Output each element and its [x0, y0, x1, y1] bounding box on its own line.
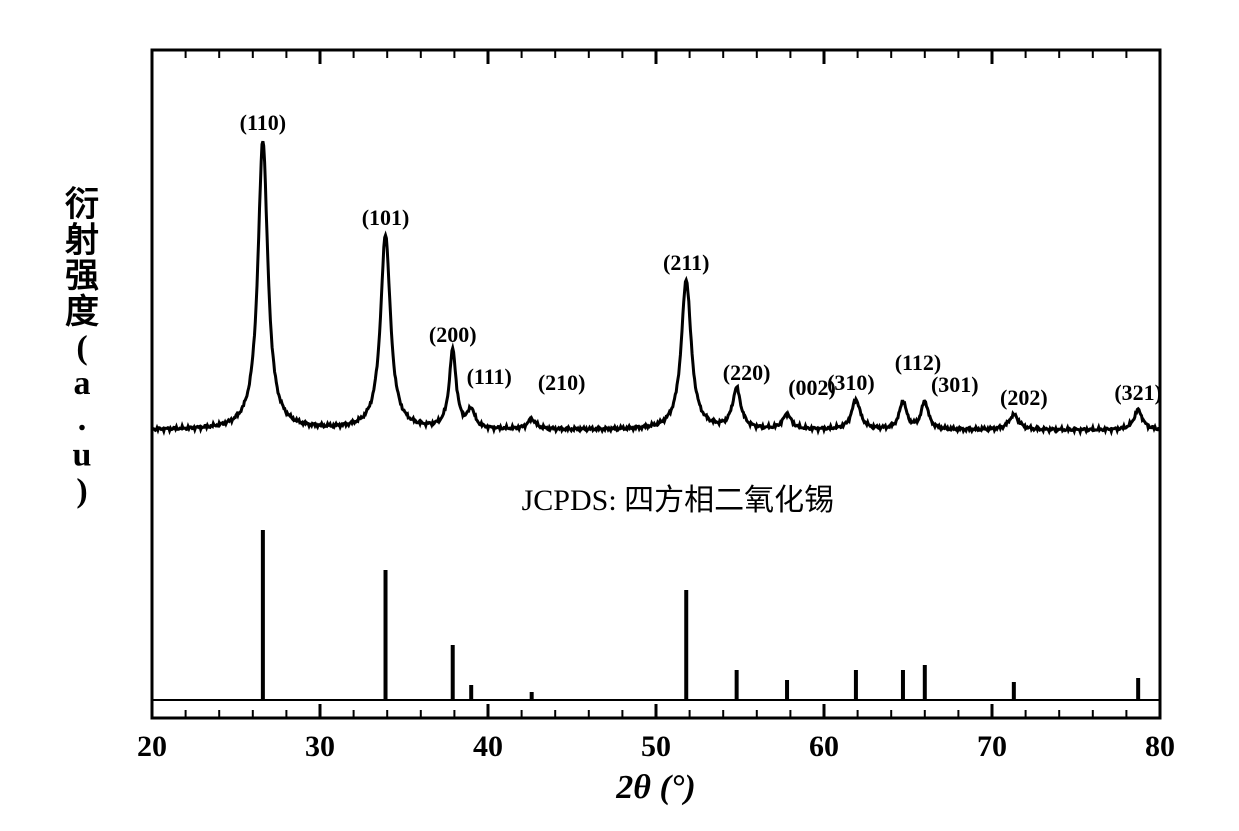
- peak-label: (110): [240, 110, 286, 135]
- peak-label: (310): [827, 370, 875, 395]
- x-tick-label: 50: [641, 730, 671, 763]
- peak-label: (321): [1114, 380, 1162, 405]
- peak-label: (301): [931, 372, 979, 397]
- xrd-chart: 20 30 40 50 60 70 80 2θ (°) 衍射强度(a.u) (110) (101) (…: [20, 20, 1219, 811]
- peak-label: (210): [538, 370, 586, 395]
- peak-label: (211): [663, 250, 709, 275]
- peak-label: (220): [723, 360, 771, 385]
- y-axis-label-char: 度: [65, 293, 99, 331]
- peak-label: (200): [429, 322, 477, 347]
- reference-label: JCPDS: 四方相二氧化锡: [522, 484, 835, 517]
- x-axis-label: 2θ (°): [615, 769, 695, 806]
- x-tick-label: 30: [305, 730, 335, 763]
- y-axis-label-char: ): [76, 472, 87, 509]
- x-tick-label: 80: [1145, 730, 1175, 763]
- x-tick-label: 20: [137, 730, 167, 763]
- y-axis-label-char: 射: [65, 221, 99, 259]
- y-axis-label-char: 衍: [65, 186, 99, 224]
- peak-label: (111): [467, 364, 512, 389]
- x-tick-label: 40: [473, 730, 503, 763]
- plot-frame: [152, 50, 1160, 718]
- y-axis-label-char: u: [73, 437, 92, 474]
- x-tick-label: 70: [977, 730, 1007, 763]
- y-axis-label-char: 强: [65, 258, 99, 295]
- peak-label: (101): [362, 205, 410, 230]
- y-axis-label-char: a: [74, 365, 91, 402]
- y-axis-label-char: (: [76, 330, 87, 367]
- chart-svg: 20 30 40 50 60 70 80 2θ (°) 衍射强度(a.u) (110) (101) (…: [20, 20, 1219, 811]
- y-axis-label-char: .: [78, 401, 87, 438]
- peak-label: (202): [1000, 385, 1048, 410]
- x-tick-label: 60: [809, 730, 839, 763]
